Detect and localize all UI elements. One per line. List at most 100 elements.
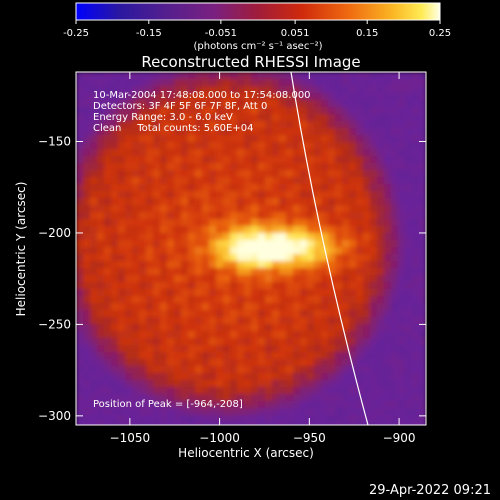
- heatmap-cell: [377, 212, 385, 220]
- heatmap-cell: [328, 247, 336, 255]
- heatmap-cell: [265, 282, 273, 290]
- heatmap-cell: [76, 366, 84, 374]
- colorbar-units: (photons cm⁻² s⁻¹ asec⁻²): [193, 41, 322, 52]
- heatmap-cell: [398, 373, 406, 381]
- heatmap-cell: [118, 408, 126, 416]
- heatmap-cell: [265, 338, 273, 346]
- heatmap-cell: [335, 394, 343, 402]
- heatmap-cell: [76, 289, 84, 297]
- heatmap-cell: [83, 366, 91, 374]
- heatmap-cell: [174, 380, 182, 388]
- heatmap-cell: [384, 387, 392, 395]
- heatmap-cell: [76, 226, 84, 234]
- heatmap-cell: [412, 72, 420, 80]
- heatmap-cell: [181, 359, 189, 367]
- heatmap-cell: [265, 86, 273, 94]
- heatmap-cell: [265, 261, 273, 269]
- heatmap-cell: [223, 191, 231, 199]
- heatmap-cell: [405, 359, 413, 367]
- heatmap-cell: [167, 93, 175, 101]
- heatmap-cell: [146, 135, 154, 143]
- heatmap-cell: [209, 352, 217, 360]
- heatmap-cell: [391, 170, 399, 178]
- heatmap-cell: [300, 170, 308, 178]
- heatmap-cell: [419, 142, 426, 150]
- y-tick-label: −150: [38, 135, 71, 149]
- heatmap-cell: [286, 121, 294, 129]
- heatmap-cell: [377, 142, 385, 150]
- heatmap-cell: [293, 415, 301, 423]
- heatmap-cell: [314, 100, 322, 108]
- heatmap-cell: [307, 156, 315, 164]
- heatmap-cell: [258, 142, 266, 150]
- heatmap-cell: [377, 352, 385, 360]
- heatmap-cell: [272, 212, 280, 220]
- heatmap-cell: [265, 408, 273, 416]
- heatmap-cell: [412, 114, 420, 122]
- heatmap-cell: [335, 289, 343, 297]
- heatmap-cell: [405, 296, 413, 304]
- heatmap-cell: [216, 121, 224, 129]
- heatmap-cell: [356, 100, 364, 108]
- heatmap-cell: [146, 100, 154, 108]
- heatmap-cell: [244, 240, 252, 248]
- heatmap-cell: [419, 268, 426, 276]
- heatmap-cell: [279, 394, 287, 402]
- heatmap-cell: [293, 345, 301, 353]
- heatmap-cell: [377, 170, 385, 178]
- heatmap-cell: [251, 415, 259, 423]
- heatmap-cell: [223, 310, 231, 318]
- heatmap-cell: [314, 331, 322, 339]
- heatmap-cell: [342, 373, 350, 381]
- heatmap-cell: [405, 324, 413, 332]
- heatmap-cell: [307, 338, 315, 346]
- heatmap-cell: [293, 212, 301, 220]
- heatmap-cell: [83, 142, 91, 150]
- heatmap-cell: [377, 415, 385, 423]
- heatmap-cell: [167, 135, 175, 143]
- heatmap-cell: [272, 282, 280, 290]
- heatmap-cell: [328, 93, 336, 101]
- heatmap-cell: [307, 359, 315, 367]
- heatmap-cell: [384, 289, 392, 297]
- heatmap-cell: [244, 170, 252, 178]
- heatmap-cell: [398, 324, 406, 332]
- heatmap-cell: [97, 107, 105, 115]
- heatmap-cell: [370, 142, 378, 150]
- heatmap-cell: [377, 289, 385, 297]
- heatmap-cell: [223, 184, 231, 192]
- heatmap-cell: [132, 415, 140, 423]
- heatmap-cell: [83, 359, 91, 367]
- heatmap-cell: [216, 310, 224, 318]
- heatmap-cell: [412, 408, 420, 416]
- heatmap-cell: [195, 191, 203, 199]
- heatmap-cell: [377, 198, 385, 206]
- heatmap-cell: [76, 408, 84, 416]
- heatmap-cell: [202, 184, 210, 192]
- heatmap-cell: [139, 72, 147, 80]
- heatmap-cell: [90, 247, 98, 255]
- heatmap-cell: [321, 415, 329, 423]
- heatmap-cell: [174, 394, 182, 402]
- heatmap-cell: [153, 359, 161, 367]
- heatmap-cell: [300, 114, 308, 122]
- heatmap-cell: [293, 93, 301, 101]
- heatmap-cell: [377, 184, 385, 192]
- heatmap-cell: [258, 170, 266, 178]
- heatmap-cell: [104, 86, 112, 94]
- heatmap-cell: [223, 338, 231, 346]
- heatmap-cell: [139, 135, 147, 143]
- heatmap-cell: [244, 142, 252, 150]
- heatmap-cell: [300, 261, 308, 269]
- heatmap-cell: [356, 401, 364, 409]
- heatmap-cell: [146, 401, 154, 409]
- heatmap-cell: [265, 303, 273, 311]
- heatmap-cell: [279, 191, 287, 199]
- heatmap-cell: [398, 79, 406, 87]
- heatmap-cell: [419, 296, 426, 304]
- heatmap-cell: [139, 303, 147, 311]
- heatmap-cell: [349, 72, 357, 80]
- heatmap-cell: [167, 296, 175, 304]
- heatmap-cell: [237, 303, 245, 311]
- heatmap-cell: [377, 401, 385, 409]
